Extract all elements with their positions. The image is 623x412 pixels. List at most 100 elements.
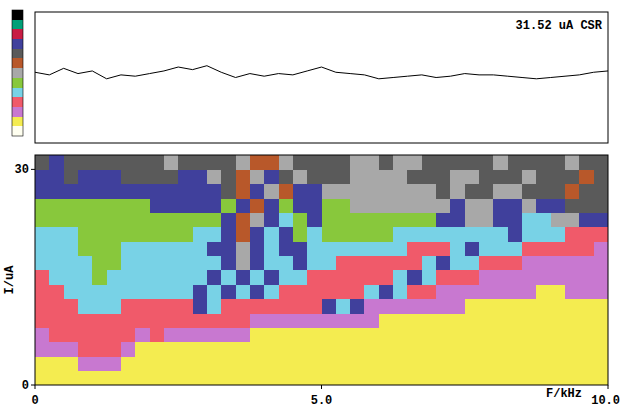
- heat-cell: [221, 313, 236, 328]
- heat-cell: [407, 270, 422, 285]
- y-tick: [31, 385, 35, 386]
- heat-cell: [293, 155, 308, 170]
- heat-cell: [92, 284, 107, 299]
- heat-cell: [250, 342, 265, 357]
- heat-cell: [450, 371, 465, 385]
- heat-cell: [264, 313, 279, 328]
- heat-cell: [193, 328, 208, 343]
- heat-cell: [350, 184, 365, 199]
- heat-cell: [279, 356, 294, 371]
- heat-cell: [121, 256, 136, 271]
- heat-cell: [236, 313, 251, 328]
- x-tick: [321, 385, 322, 389]
- heat-cell: [307, 184, 322, 199]
- heat-cell: [64, 198, 79, 213]
- heat-cell: [164, 213, 179, 228]
- heat-cell: [193, 213, 208, 228]
- heat-cell: [422, 184, 437, 199]
- heat-cell: [551, 227, 566, 242]
- heat-cell: [264, 284, 279, 299]
- heat-cell: [579, 155, 594, 170]
- y-axis-title: I/uA: [3, 265, 17, 295]
- heat-cell: [236, 213, 251, 228]
- heat-cell: [565, 213, 580, 228]
- heat-cell: [594, 241, 608, 256]
- heat-cell: [579, 241, 594, 256]
- heat-cell: [436, 270, 451, 285]
- heat-cell: [422, 155, 437, 170]
- heat-cell: [92, 328, 107, 343]
- heat-cell: [35, 256, 50, 271]
- heat-cell: [407, 299, 422, 314]
- heat-cell: [508, 169, 523, 184]
- heat-cell: [107, 184, 122, 199]
- heat-cell: [193, 313, 208, 328]
- heat-cell: [64, 313, 79, 328]
- heat-cell: [35, 371, 50, 385]
- heat-cell: [49, 342, 64, 357]
- heat-cell: [436, 299, 451, 314]
- heat-cell: [393, 371, 408, 385]
- chart: 05.010.0030F/kHzI/uA31.52 uA CSR: [0, 0, 623, 412]
- heat-cell: [64, 356, 79, 371]
- heat-cell: [279, 328, 294, 343]
- heat-cell: [594, 227, 608, 242]
- heat-cell: [64, 371, 79, 385]
- heat-cell: [522, 299, 537, 314]
- heat-cell: [221, 256, 236, 271]
- heat-cell: [350, 241, 365, 256]
- heat-cell: [465, 270, 480, 285]
- heat-cell: [221, 270, 236, 285]
- heat-cell: [436, 155, 451, 170]
- heat-cell: [279, 241, 294, 256]
- heat-cell: [236, 169, 251, 184]
- heat-cell: [594, 356, 608, 371]
- heat-cell: [493, 313, 508, 328]
- heat-cell: [64, 227, 79, 242]
- heat-cell: [307, 371, 322, 385]
- heat-cell: [336, 371, 351, 385]
- heat-cell: [92, 356, 107, 371]
- heat-cell: [135, 371, 150, 385]
- heat-cell: [49, 313, 64, 328]
- heat-cell: [279, 299, 294, 314]
- heat-cell: [164, 299, 179, 314]
- heat-cell: [164, 227, 179, 242]
- heat-cell: [565, 155, 580, 170]
- heat-cell: [579, 328, 594, 343]
- heat-cell: [78, 328, 93, 343]
- heat-cell: [508, 299, 523, 314]
- heat-cell: [364, 270, 379, 285]
- heat-cell: [49, 169, 64, 184]
- heat-cell: [493, 241, 508, 256]
- plot-frame: [35, 12, 608, 143]
- heat-cell: [551, 256, 566, 271]
- heat-cell: [522, 328, 537, 343]
- heat-cell: [436, 241, 451, 256]
- heat-cell: [250, 184, 265, 199]
- heat-cell: [164, 256, 179, 271]
- heat-cell: [379, 284, 394, 299]
- heat-cell: [164, 184, 179, 199]
- heat-cell: [293, 342, 308, 357]
- heat-cell: [407, 313, 422, 328]
- heat-cell: [92, 184, 107, 199]
- heat-cell: [193, 227, 208, 242]
- heat-cell: [107, 371, 122, 385]
- heat-cell: [422, 299, 437, 314]
- heat-cell: [150, 155, 165, 170]
- heat-cell: [579, 356, 594, 371]
- heat-cell: [250, 299, 265, 314]
- heat-cell: [436, 198, 451, 213]
- heat-cell: [35, 155, 50, 170]
- heat-cell: [565, 256, 580, 271]
- heat-cell: [379, 213, 394, 228]
- heat-cell: [49, 155, 64, 170]
- heat-cell: [264, 256, 279, 271]
- heat-cell: [336, 356, 351, 371]
- heat-cell: [364, 169, 379, 184]
- heat-cell: [436, 356, 451, 371]
- heat-cell: [336, 342, 351, 357]
- heat-cell: [221, 169, 236, 184]
- y-tick-label: 30: [15, 163, 29, 177]
